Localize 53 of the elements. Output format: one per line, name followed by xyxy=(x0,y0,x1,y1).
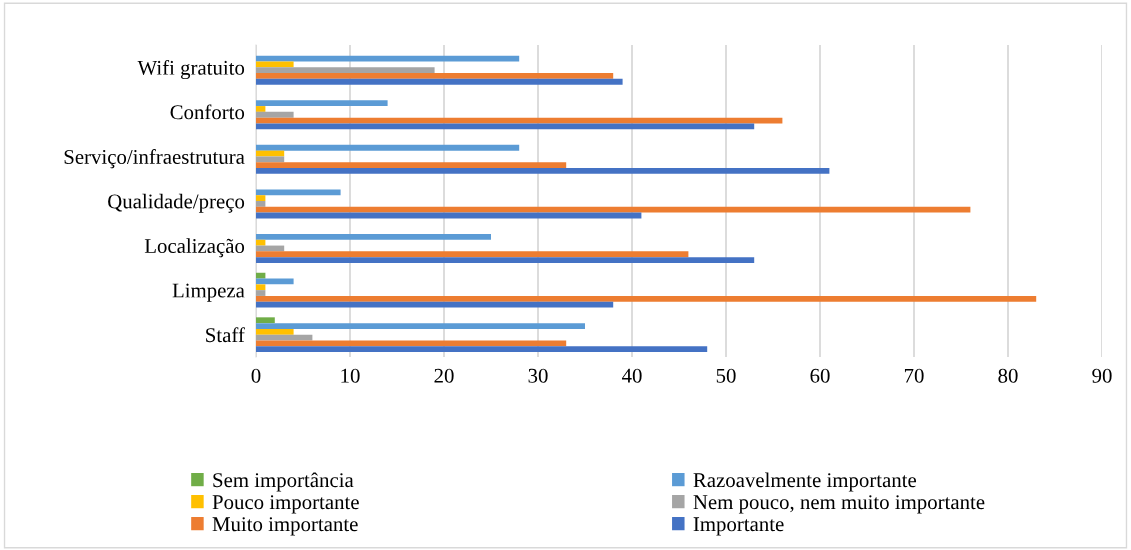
bar xyxy=(256,168,830,174)
x-tick-label: 20 xyxy=(434,368,454,383)
bar xyxy=(256,233,491,240)
x-tick-label: 40 xyxy=(621,368,642,383)
x-tick-label: 0 xyxy=(251,368,261,383)
y-tick-label: Staff xyxy=(206,327,245,343)
x-tick-label: 80 xyxy=(998,368,1018,383)
x-tick-label: 60 xyxy=(810,368,830,383)
y-tick-label: Localização xyxy=(144,238,245,258)
y-tick-label: Conforto xyxy=(170,104,245,120)
bar xyxy=(256,334,313,341)
x-tick-label: 50 xyxy=(716,368,736,383)
x-tick-label: 30 xyxy=(528,368,548,383)
x-tick-label: 90 xyxy=(1092,368,1112,383)
legend-label: Razoavelmente importante xyxy=(693,472,917,492)
bar xyxy=(256,284,266,291)
bar xyxy=(256,346,708,353)
bar xyxy=(256,156,285,163)
bar xyxy=(256,201,266,207)
y-tick-label: Serviço/infraestrutura xyxy=(64,149,245,169)
legend-label: Muito importante xyxy=(212,517,358,536)
bar xyxy=(256,295,1037,302)
x-tick-label: 70 xyxy=(904,368,924,383)
bar xyxy=(256,328,294,335)
bar xyxy=(256,239,266,246)
bar xyxy=(256,323,585,329)
bar xyxy=(256,73,614,79)
bar xyxy=(256,290,266,296)
bar xyxy=(256,317,275,324)
y-tick-label: Limpeza xyxy=(172,283,245,302)
bar xyxy=(256,144,520,151)
legend-label: Sem importância xyxy=(213,472,354,492)
y-tick-label: Wifi gratuito xyxy=(137,59,245,80)
bar xyxy=(256,106,266,112)
bar xyxy=(256,61,294,68)
bar xyxy=(256,111,294,118)
legend-label: Nem pouco, nem muito importante xyxy=(693,495,985,514)
bar xyxy=(256,195,266,201)
bar xyxy=(256,123,755,130)
bar xyxy=(256,206,971,213)
bar xyxy=(256,272,266,279)
bar xyxy=(256,189,341,196)
x-tick-label: 10 xyxy=(341,368,360,383)
y-tick-label: Qualidade/preço xyxy=(108,193,245,213)
bar xyxy=(256,251,689,258)
bar xyxy=(256,301,614,308)
bar xyxy=(256,100,388,107)
bar xyxy=(256,257,755,263)
legend-label: Importante xyxy=(693,517,784,536)
bar xyxy=(256,67,435,74)
bar xyxy=(256,78,623,85)
legend-label: Pouco importante xyxy=(212,495,359,514)
bar xyxy=(256,162,567,169)
